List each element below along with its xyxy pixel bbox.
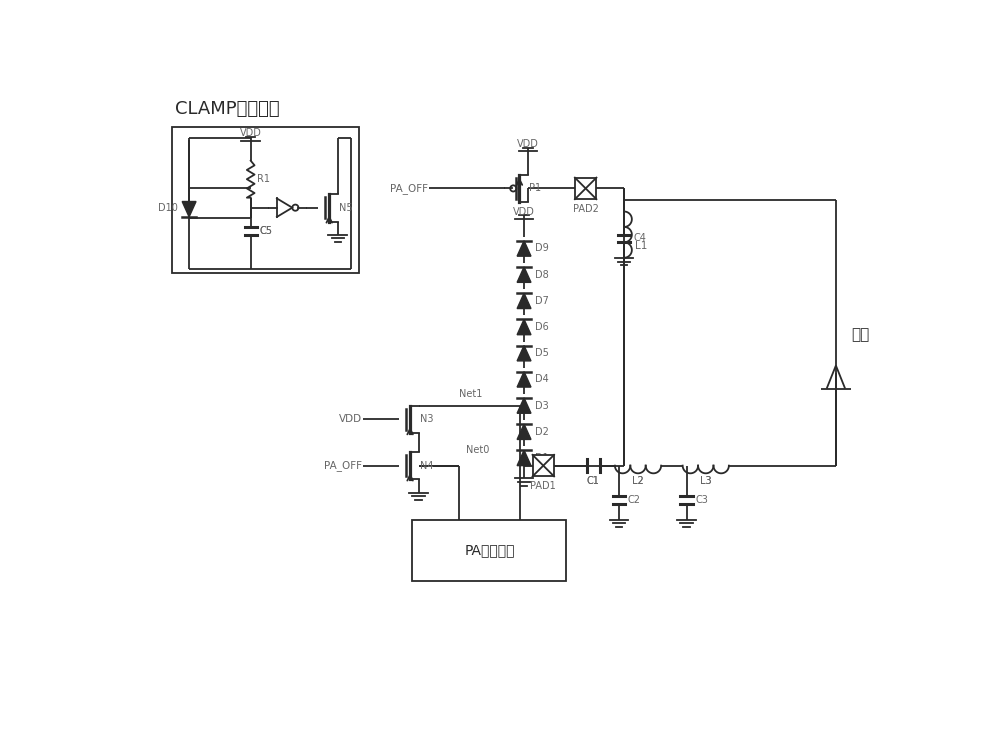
Text: VDD: VDD	[513, 207, 535, 217]
Text: C5: C5	[260, 226, 273, 236]
Polygon shape	[517, 372, 531, 387]
Text: L2: L2	[632, 476, 644, 486]
Bar	[412, 520, 566, 581]
Text: N4: N4	[420, 461, 434, 470]
Text: L3: L3	[700, 476, 712, 486]
Text: D9: D9	[535, 244, 549, 253]
Polygon shape	[517, 450, 531, 466]
Text: PAD1: PAD1	[530, 481, 556, 491]
Polygon shape	[182, 202, 196, 217]
Polygon shape	[517, 293, 531, 308]
Bar	[172, 127, 358, 273]
Text: R1: R1	[257, 174, 270, 184]
Text: 天线: 天线	[851, 328, 870, 342]
Text: D4: D4	[535, 375, 549, 384]
Polygon shape	[517, 345, 531, 361]
Text: N3: N3	[420, 414, 434, 425]
Polygon shape	[517, 398, 531, 413]
Text: VDD: VDD	[517, 139, 539, 149]
Text: Net0: Net0	[466, 445, 490, 456]
Text: D3: D3	[535, 400, 549, 411]
Text: C1: C1	[587, 476, 600, 486]
Text: C3: C3	[696, 495, 709, 506]
Text: L2: L2	[632, 476, 644, 486]
Text: D6: D6	[535, 322, 549, 332]
Polygon shape	[517, 319, 531, 335]
Bar	[533, 455, 554, 476]
Text: N5: N5	[339, 202, 353, 213]
Text: L3: L3	[700, 476, 712, 486]
Text: C2: C2	[628, 495, 641, 506]
Text: PA_OFF: PA_OFF	[390, 183, 428, 194]
Text: D2: D2	[535, 427, 549, 436]
Text: PA_OFF: PA_OFF	[324, 460, 362, 471]
Text: D8: D8	[535, 269, 549, 280]
Text: VDD: VDD	[339, 414, 362, 425]
Text: VDD: VDD	[240, 128, 262, 138]
Polygon shape	[517, 241, 531, 256]
Text: D5: D5	[535, 348, 549, 358]
Text: D10: D10	[158, 202, 178, 213]
Text: PA核心电路: PA核心电路	[464, 543, 515, 557]
Text: P1: P1	[529, 183, 542, 194]
Bar	[575, 177, 596, 199]
Text: CLAMP保护电路: CLAMP保护电路	[175, 99, 280, 118]
Text: Net1: Net1	[459, 389, 483, 400]
Text: C4: C4	[633, 233, 646, 244]
Text: C1: C1	[587, 476, 600, 486]
Text: L1: L1	[635, 241, 647, 251]
Text: D1: D1	[535, 453, 549, 463]
Polygon shape	[517, 424, 531, 439]
Text: C5: C5	[260, 226, 273, 236]
Polygon shape	[517, 267, 531, 283]
Text: PAD2: PAD2	[573, 204, 599, 214]
Text: D7: D7	[535, 296, 549, 306]
